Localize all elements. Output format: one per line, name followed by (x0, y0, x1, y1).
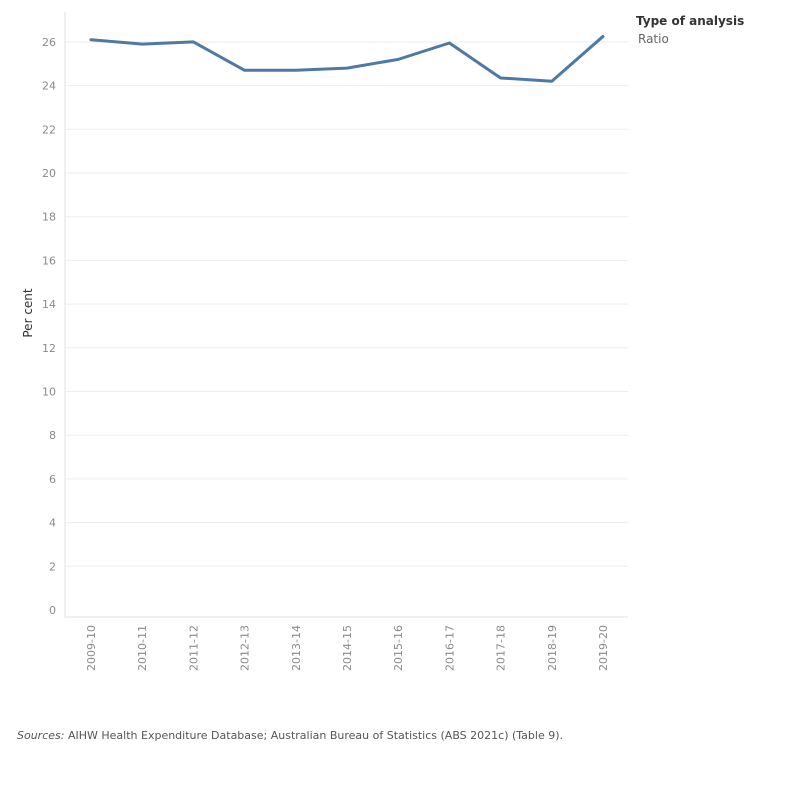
y-tick-label: 22 (42, 123, 56, 136)
y-tick-label: 18 (42, 211, 56, 224)
axes (64, 12, 628, 618)
series-group (89, 34, 605, 83)
y-tick-label: 2 (49, 560, 56, 573)
x-tick-label: 2014-15 (341, 625, 354, 671)
legend: Type of analysis Ratio (636, 14, 744, 46)
y-tick-label: 16 (42, 254, 56, 267)
x-tick-label: 2010-11 (136, 625, 149, 671)
source-note: Sources: AIHW Health Expenditure Databas… (17, 729, 563, 742)
y-tick-label: 10 (42, 386, 56, 399)
y-tick-label: 8 (49, 429, 56, 442)
x-tick-label: 2011-12 (187, 625, 200, 671)
x-axis-ticks: 2009-10 2010-11 2011-12 2012-13 2013-14 2014-… (85, 625, 610, 671)
x-tick-label: 2019-20 (597, 625, 610, 671)
x-tick-label: 2009-10 (85, 625, 98, 671)
x-tick-label: 2018-19 (546, 625, 559, 671)
y-tick-label: 20 (42, 167, 56, 180)
y-tick-label: 0 (49, 604, 56, 617)
x-tick-label: 2017-18 (495, 625, 508, 671)
y-tick-label: 14 (42, 298, 56, 311)
y-tick-label: 6 (49, 473, 56, 486)
y-tick-label: 12 (42, 342, 56, 355)
y-tick-label: 4 (49, 517, 56, 530)
x-tick-label: 2015-16 (392, 625, 405, 671)
series-line-ratio (89, 34, 605, 83)
y-axis-label: Per cent (21, 288, 35, 338)
source-text: AIHW Health Expenditure Database; Austra… (64, 729, 564, 742)
source-label: Sources: (17, 729, 65, 742)
y-tick-label: 26 (42, 36, 56, 49)
x-tick-label: 2013-14 (290, 625, 303, 671)
y-tick-label: 24 (42, 80, 56, 93)
x-tick-label: 2012-13 (239, 625, 252, 671)
legend-item-ratio[interactable]: Ratio (638, 32, 669, 46)
x-tick-label: 2016-17 (443, 625, 456, 671)
legend-title: Type of analysis (636, 14, 745, 28)
gridlines (65, 41, 628, 567)
